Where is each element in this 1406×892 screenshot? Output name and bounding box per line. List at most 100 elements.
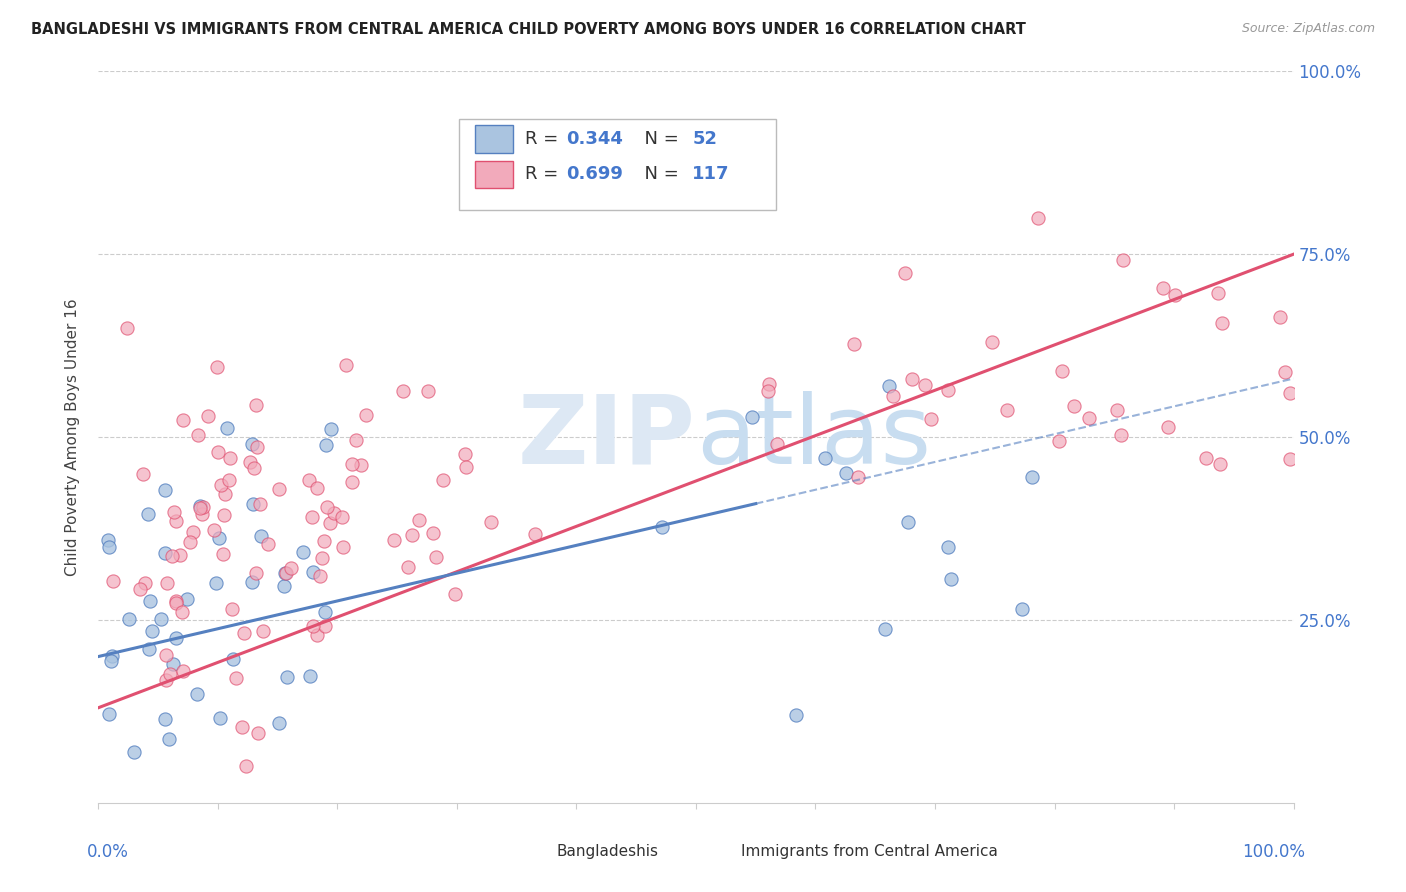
Point — [249, 497, 271, 511]
Point — [202, 523, 225, 537]
Point — [330, 510, 353, 524]
Point — [939, 572, 962, 586]
Point — [162, 657, 184, 671]
FancyBboxPatch shape — [475, 126, 513, 153]
Point — [197, 409, 219, 424]
Point — [209, 477, 232, 491]
Point — [301, 510, 323, 524]
Point — [758, 377, 780, 392]
Point — [165, 631, 187, 645]
Point — [156, 575, 179, 590]
Point — [756, 384, 779, 398]
Point — [103, 574, 125, 588]
Point — [274, 566, 297, 581]
Point — [322, 506, 344, 520]
Point — [350, 458, 373, 472]
Point — [221, 652, 243, 666]
Point — [141, 624, 163, 638]
Point — [454, 447, 477, 461]
Point — [1157, 420, 1180, 434]
Text: 52: 52 — [692, 129, 717, 148]
Point — [314, 618, 336, 632]
Point — [308, 569, 330, 583]
Point — [882, 389, 904, 403]
Point — [169, 548, 191, 562]
Point — [209, 711, 232, 725]
Point — [297, 474, 319, 488]
Point — [115, 321, 138, 335]
Point — [1279, 452, 1302, 467]
Point — [1195, 450, 1218, 465]
Point — [138, 642, 160, 657]
Point — [267, 716, 290, 731]
Point — [315, 437, 337, 451]
Point — [1011, 602, 1033, 616]
Point — [1026, 211, 1049, 225]
Text: BANGLADESHI VS IMMIGRANTS FROM CENTRAL AMERICA CHILD POVERTY AMONG BOYS UNDER 16: BANGLADESHI VS IMMIGRANTS FROM CENTRAL A… — [31, 22, 1026, 37]
Point — [877, 379, 900, 393]
Point — [153, 546, 176, 560]
Point — [97, 533, 120, 547]
Point — [188, 499, 211, 513]
Point — [225, 671, 247, 685]
Point — [291, 545, 314, 559]
Text: 0.344: 0.344 — [565, 129, 623, 148]
Point — [212, 547, 235, 561]
Point — [316, 500, 339, 514]
Text: N =: N = — [633, 165, 685, 183]
Point — [454, 460, 477, 475]
Point — [273, 579, 295, 593]
Point — [214, 486, 236, 500]
Point — [132, 467, 155, 481]
Point — [179, 535, 201, 549]
Text: 0.699: 0.699 — [565, 165, 623, 183]
Text: ZIP: ZIP — [517, 391, 696, 483]
Point — [1107, 402, 1129, 417]
Point — [250, 529, 273, 543]
Text: R =: R = — [524, 129, 564, 148]
Point — [392, 384, 415, 399]
Point — [218, 451, 240, 466]
Point — [396, 560, 419, 574]
Point — [408, 513, 430, 527]
Point — [172, 664, 194, 678]
Text: Bangladeshis: Bangladeshis — [557, 845, 658, 859]
Text: 117: 117 — [692, 165, 730, 183]
Point — [159, 666, 181, 681]
Point — [312, 534, 335, 549]
Point — [1077, 411, 1099, 425]
Text: 0.0%: 0.0% — [87, 843, 128, 861]
Point — [1278, 385, 1301, 400]
Point — [354, 409, 377, 423]
Point — [155, 648, 177, 662]
Point — [1153, 280, 1175, 294]
Point — [165, 596, 187, 610]
Point — [995, 403, 1018, 417]
Point — [302, 619, 325, 633]
Point — [239, 455, 262, 469]
Point — [814, 450, 837, 465]
Point — [321, 422, 343, 436]
Point — [187, 428, 209, 442]
Point — [416, 384, 439, 399]
Point — [245, 566, 267, 580]
Point — [765, 437, 787, 451]
Point — [118, 612, 141, 626]
Text: atlas: atlas — [696, 391, 931, 483]
Point — [221, 602, 243, 616]
Point — [914, 377, 936, 392]
Point — [172, 413, 194, 427]
Point — [319, 516, 342, 530]
Point — [245, 398, 267, 412]
Point — [444, 587, 467, 601]
Point — [235, 759, 257, 773]
Point — [165, 514, 187, 528]
Point — [335, 359, 357, 373]
Point — [214, 508, 236, 523]
Point — [311, 550, 333, 565]
Point — [153, 483, 176, 498]
Point — [314, 605, 336, 619]
FancyBboxPatch shape — [523, 841, 548, 863]
Point — [208, 531, 231, 545]
Point — [155, 673, 177, 687]
